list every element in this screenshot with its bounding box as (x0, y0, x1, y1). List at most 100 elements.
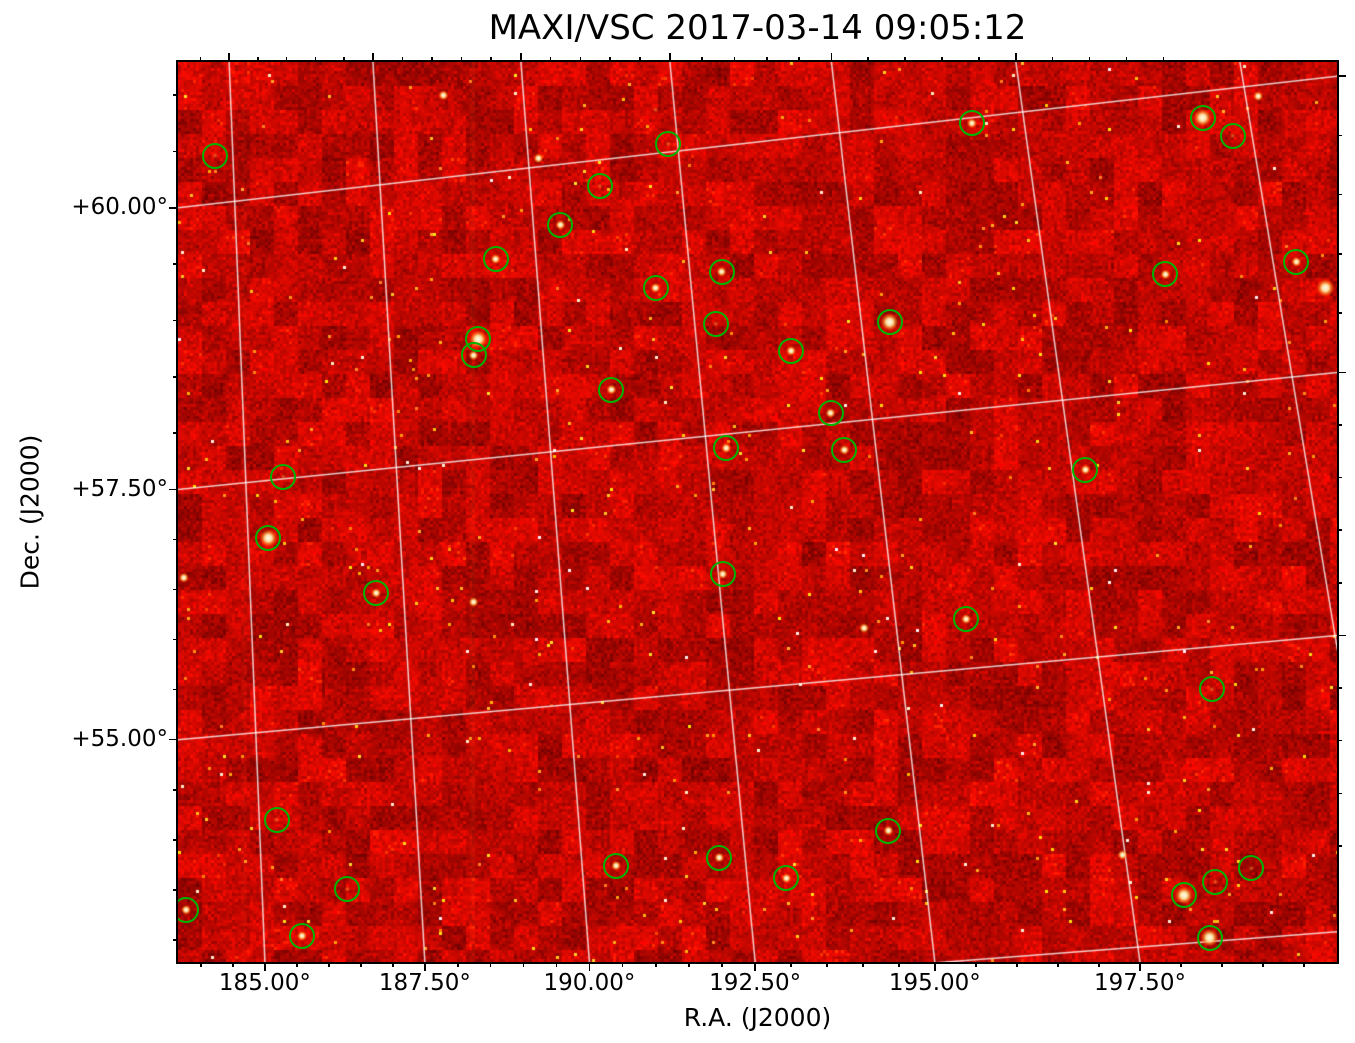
y-tick-label: +55.00° (71, 725, 168, 752)
tick-mark (934, 962, 936, 971)
x-tick-label: 197.50° (1093, 970, 1186, 996)
x-axis-label: R.A. (J2000) (683, 1003, 832, 1032)
source-marker-circle (460, 342, 487, 369)
tick-mark (264, 962, 266, 971)
tick-mark (296, 962, 298, 967)
tick-mark (372, 53, 374, 62)
tick-mark (169, 207, 178, 209)
source-marker-circle (598, 376, 625, 403)
tick-mark (314, 57, 317, 62)
tick-mark (701, 57, 703, 62)
source-marker-circle (547, 211, 574, 238)
tick-mark (1057, 962, 1059, 967)
tick-mark (460, 57, 463, 62)
source-marker-circle (713, 435, 740, 462)
source-marker-circle (953, 606, 980, 633)
tick-mark (1262, 962, 1264, 967)
tick-mark (941, 57, 943, 62)
source-marker-circle (482, 246, 509, 273)
tick-mark (173, 376, 178, 378)
tick-mark (520, 53, 522, 62)
tick-mark (173, 638, 178, 641)
tick-mark (1337, 312, 1342, 314)
tick-mark (1337, 582, 1342, 584)
tick-mark (975, 962, 977, 967)
tick-mark (1221, 962, 1223, 967)
tick-mark (862, 962, 864, 967)
tick-mark (733, 57, 736, 62)
source-marker-circle (773, 865, 800, 892)
tick-mark (489, 962, 492, 967)
source-marker-circle (876, 309, 903, 336)
tick-mark (798, 57, 800, 62)
source-marker-circle (778, 337, 805, 364)
source-marker-circle (289, 922, 315, 949)
tick-mark (360, 962, 362, 967)
tick-mark (1337, 739, 1342, 742)
tick-mark (549, 57, 552, 62)
tick-mark (1337, 687, 1342, 689)
source-marker-circle (1152, 261, 1179, 288)
x-tick-label: 185.00° (218, 970, 311, 996)
tick-mark (173, 889, 178, 891)
tick-mark (169, 488, 178, 491)
source-marker-circle (1196, 924, 1223, 951)
source-marker-circle (702, 310, 729, 337)
x-tick-label: 195.00° (888, 970, 981, 996)
tick-mark (228, 53, 230, 62)
tick-mark (173, 788, 178, 791)
tick-mark (1051, 57, 1054, 62)
source-marker-circle (709, 561, 736, 588)
source-marker-circle (334, 876, 361, 903)
source-marker-circle (603, 852, 630, 879)
tick-mark (555, 962, 558, 967)
source-marker-circle (831, 436, 858, 463)
tick-mark (200, 962, 202, 967)
tick-mark (754, 962, 756, 971)
tick-mark (1337, 193, 1342, 196)
x-tick-label: 187.50° (378, 970, 471, 996)
source-marker-circle (270, 463, 297, 490)
tick-mark (232, 962, 234, 967)
tick-mark (1125, 57, 1128, 62)
source-marker-circle (1202, 868, 1229, 895)
source-marker-circle (1072, 456, 1099, 483)
tick-mark (669, 53, 671, 62)
tick-mark (343, 57, 345, 62)
y-axis-label: Dec. (J2000) (15, 434, 45, 590)
tick-mark (1180, 962, 1182, 967)
tick-mark (392, 962, 394, 967)
tick-mark (688, 962, 690, 967)
tick-mark (328, 962, 330, 967)
sky-image-canvas (178, 62, 1337, 962)
tick-mark (1337, 424, 1342, 426)
tick-mark (978, 57, 980, 62)
tick-mark (588, 962, 591, 971)
tick-mark (522, 962, 525, 967)
tick-mark (621, 962, 624, 967)
source-marker-circle (655, 130, 682, 157)
x-tick-label: 190.00° (543, 970, 636, 996)
tick-mark (401, 57, 404, 62)
tick-mark (1337, 792, 1342, 795)
y-tick-label: +57.50° (71, 475, 168, 502)
tick-mark (765, 57, 768, 62)
tick-mark (579, 57, 582, 62)
tick-mark (867, 57, 870, 62)
chart-title: MAXI/VSC 2017-03-14 09:05:12 (488, 8, 1027, 48)
tick-mark (721, 962, 723, 967)
tick-mark (639, 57, 641, 62)
source-marker-circle (1171, 882, 1197, 909)
source-marker-circle (875, 817, 902, 844)
tick-mark (257, 57, 259, 62)
source-marker-circle (706, 844, 733, 871)
tick-mark (173, 94, 178, 96)
source-marker-circle (1219, 122, 1246, 149)
tick-mark (1337, 529, 1342, 532)
tick-mark (169, 738, 178, 741)
tick-mark (199, 57, 202, 62)
tick-mark (1337, 476, 1342, 479)
source-marker-circle (363, 580, 390, 606)
source-marker-circle (817, 400, 844, 426)
tick-mark (1303, 962, 1305, 967)
